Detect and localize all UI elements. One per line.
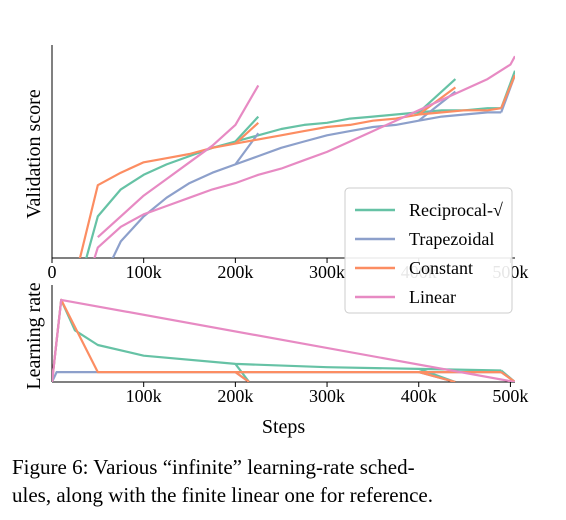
series-line [78, 107, 502, 258]
series-line [85, 107, 502, 258]
x-tick-label: 100k [126, 386, 162, 406]
series-line [234, 115, 260, 143]
series-line [93, 55, 515, 258]
caption-line: Figure 6: Various “infinite” learning-ra… [12, 455, 415, 479]
y-axis-label: Validation score [23, 89, 45, 219]
legend-box [344, 187, 513, 314]
x-tick-label: 400k [401, 386, 437, 406]
series-line [500, 371, 515, 382]
caption-line: ules, along with the finite linear one f… [12, 483, 433, 507]
x-axis-label: Steps [262, 416, 306, 438]
legend-label: Linear [409, 287, 456, 307]
series-line [52, 298, 515, 382]
x-tick-label: 200k [217, 262, 253, 282]
x-tick-label: 200k [217, 386, 253, 406]
legend-label: Trapezoidal [409, 229, 494, 249]
x-tick-label: 0 [48, 262, 57, 282]
plot-area [78, 55, 515, 258]
series-line [234, 121, 260, 145]
x-tick-label: 500k [492, 386, 528, 406]
y-axis-label: Learning rate [23, 282, 45, 389]
plot-area [52, 298, 515, 382]
series-line [500, 74, 515, 109]
series-line [418, 371, 456, 382]
series-line [97, 84, 260, 239]
series-line [234, 132, 260, 166]
legend-label: Constant [409, 258, 473, 278]
x-tick-label: 100k [126, 262, 162, 282]
legend-label: Reciprocal-√ [409, 200, 503, 220]
x-tick-label: 300k [309, 386, 345, 406]
series-line [234, 371, 250, 382]
x-tick-label: 300k [309, 262, 345, 282]
